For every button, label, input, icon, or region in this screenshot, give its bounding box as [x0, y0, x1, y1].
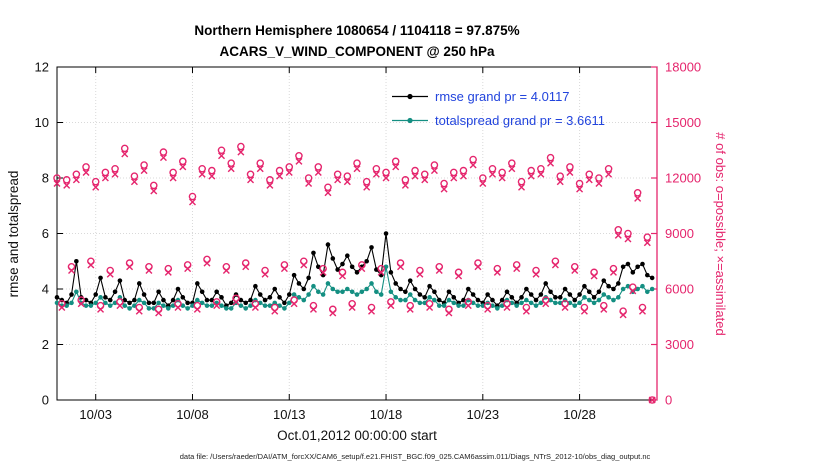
legend-entry-rmse: rmse grand pr = 4.0117 — [392, 88, 605, 105]
x-axis-ticks: 10/03 10/08 10/13 10/18 10/23 10/28 — [79, 67, 596, 422]
legend-label-rmse: rmse grand pr = 4.0117 — [435, 89, 570, 104]
title-line-2: ACARS_V_WIND_COMPONENT @ 250 hPa — [219, 44, 495, 59]
left-axis-label: rmse and totalspread — [6, 170, 21, 298]
x-tick-label: 10/13 — [273, 407, 306, 422]
series-rmse — [54, 231, 655, 308]
right-tick-label: 6000 — [665, 282, 694, 297]
rmse-line-marker-icon — [392, 93, 428, 100]
x-tick-label: 10/23 — [467, 407, 500, 422]
x-tick-label: 10/18 — [370, 407, 403, 422]
left-tick-label: 2 — [42, 337, 49, 352]
right-tick-label: 18000 — [665, 60, 701, 75]
legend-label-totalspread: totalspread grand pr = 3.6611 — [435, 113, 605, 128]
series-assimilated — [53, 148, 656, 404]
left-tick-label: 4 — [42, 282, 49, 297]
left-tick-label: 8 — [42, 171, 49, 186]
x-tick-label: 10/28 — [563, 407, 596, 422]
title-line-1: Northern Hemisphere 1080654 / 1104118 = … — [194, 23, 520, 38]
left-tick-label: 10 — [35, 115, 49, 130]
right-tick-label: 12000 — [665, 171, 701, 186]
totalspread-line-marker-icon — [392, 117, 428, 124]
series-possible — [53, 142, 656, 404]
right-axis-ticks: 0 3000 6000 9000 12000 15000 18000 — [651, 60, 701, 408]
x-axis-label: Oct.01,2012 00:00:00 start — [277, 428, 437, 443]
right-tick-label: 15000 — [665, 115, 701, 130]
right-tick-label: 3000 — [665, 337, 694, 352]
left-tick-label: 6 — [42, 226, 49, 241]
left-tick-label: 12 — [35, 60, 49, 75]
footer-caption: data file: /Users/raeder/DAI/ATM_forcXX/… — [179, 452, 651, 461]
right-axis-label: # of obs: o=possible; ×=assimilated — [713, 132, 728, 336]
right-tick-label: 0 — [665, 393, 672, 408]
grid-lines — [57, 67, 657, 400]
left-axis-ticks: 0 2 4 6 8 10 12 — [35, 60, 63, 408]
x-tick-label: 10/03 — [79, 407, 112, 422]
left-tick-label: 0 — [42, 393, 49, 408]
x-tick-label: 10/08 — [176, 407, 209, 422]
legend: rmse grand pr = 4.0117 totalspread grand… — [392, 88, 605, 136]
right-tick-label: 9000 — [665, 226, 694, 241]
legend-entry-totalspread: totalspread grand pr = 3.6611 — [392, 112, 605, 129]
